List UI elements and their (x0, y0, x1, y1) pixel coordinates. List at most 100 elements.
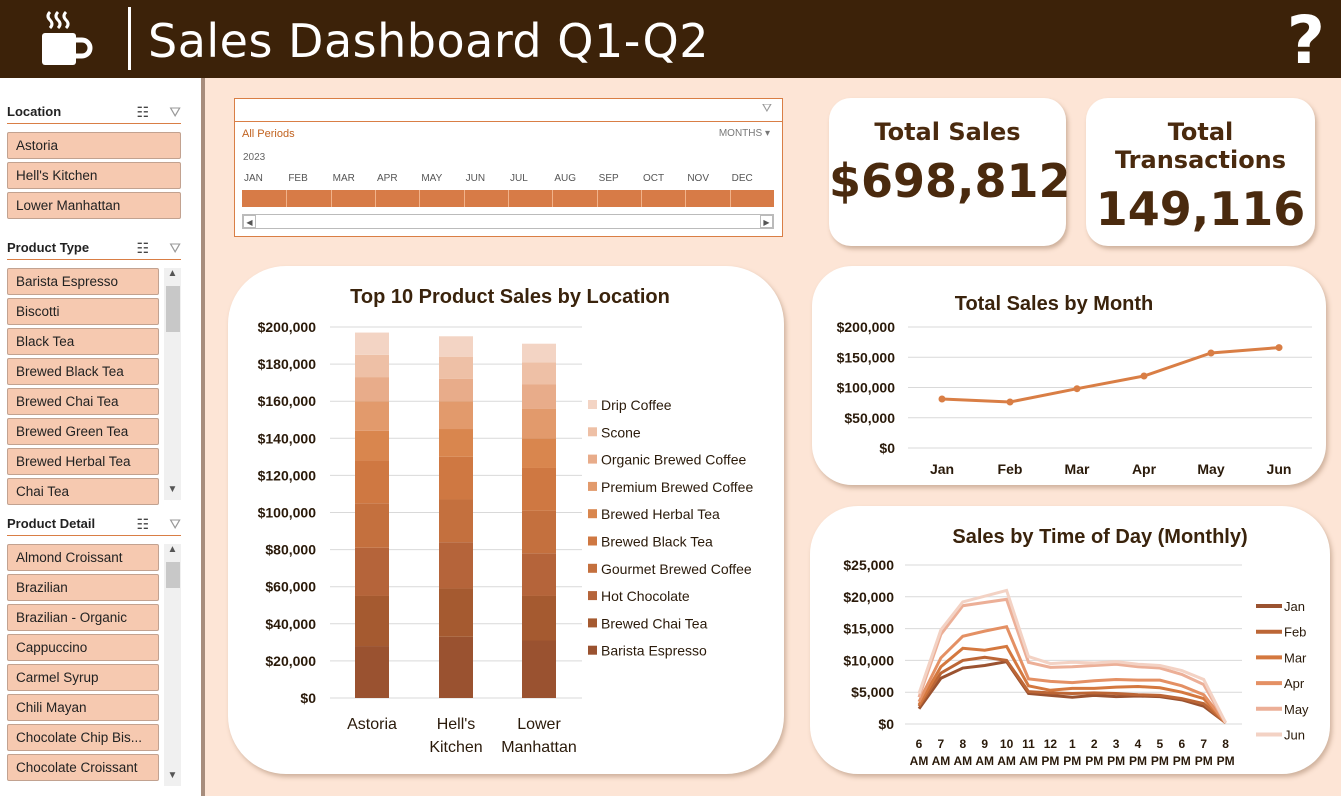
scroll-up-icon[interactable]: ▲ (167, 544, 178, 555)
bar-segment (522, 640, 556, 698)
product-detail-slicer-item[interactable]: Chocolate Chip Bis... (7, 724, 159, 751)
timeline-month-label: APR (377, 173, 398, 184)
scroll-left-icon[interactable]: ◀ (243, 215, 256, 228)
product-detail-slicer-item[interactable]: Chili Mayan (7, 694, 159, 721)
product-type-slicer-header: Product Type ☷ ⛛ (7, 240, 181, 260)
product-detail-slicer-item[interactable]: Brazilian (7, 574, 159, 601)
total-transactions-label: Total Transactions (1114, 118, 1287, 174)
location-slicer-title: Location (7, 104, 62, 119)
x-tick-label-hour: 3 (1113, 737, 1120, 751)
timeline-month-label: SEP (598, 173, 619, 184)
total-transactions-card: Total Transactions 149,116 (1086, 98, 1315, 246)
timeline-year-label: 2023 (243, 152, 266, 163)
bar-segment (439, 588, 473, 637)
y-tick-label: $20,000 (843, 589, 894, 605)
x-tick-label-hour: 7 (1200, 737, 1207, 751)
legend-label: Brewed Herbal Tea (601, 506, 720, 522)
x-tick-label-hour: 10 (1000, 737, 1014, 751)
multi-select-icon[interactable]: ☷ (136, 516, 149, 532)
product-detail-slicer-item[interactable]: Carmel Syrup (7, 664, 159, 691)
product-detail-slicer-item[interactable]: Chocolate Croissant (7, 754, 159, 781)
product-type-scrollbar[interactable]: ▲ ▼ (164, 268, 181, 500)
total-sales-value: $698,812 (829, 154, 1071, 208)
x-tick-label-ampm: PM (1195, 754, 1213, 768)
clear-filter-icon[interactable]: ⛛ (169, 104, 181, 120)
product-detail-slicer-header: Product Detail ☷ ⛛ (7, 516, 181, 536)
scroll-thumb[interactable] (166, 562, 180, 588)
y-tick-label: $150,000 (837, 349, 896, 365)
bar-segment (439, 356, 473, 379)
product-type-slicer-item[interactable]: Barista Espresso (7, 268, 159, 295)
product-detail-scrollbar[interactable]: ▲ ▼ (164, 544, 181, 786)
legend-swatch (588, 618, 597, 628)
product-type-slicer-item[interactable]: Brewed Chai Tea (7, 388, 159, 415)
legend-swatch (588, 427, 597, 437)
multi-select-icon[interactable]: ☷ (136, 240, 149, 256)
scroll-thumb[interactable] (166, 286, 180, 332)
x-tick-label-hour: 9 (981, 737, 988, 751)
timeline-level-dropdown[interactable]: MONTHS ▾ (719, 128, 770, 139)
x-tick-label-ampm: PM (1063, 754, 1081, 768)
product-type-slicer-item[interactable]: Brewed Herbal Tea (7, 448, 159, 475)
location-slicer-item[interactable]: Astoria (7, 132, 181, 159)
x-tick-label-ampm: PM (1217, 754, 1235, 768)
x-tick-label-hour: 1 (1069, 737, 1076, 751)
location-slicer-item[interactable]: Lower Manhattan (7, 192, 181, 219)
bar-segment (522, 438, 556, 468)
product-type-slicer-item[interactable]: Black Tea (7, 328, 159, 355)
scroll-right-icon[interactable]: ▶ (760, 215, 773, 228)
page-title: Sales Dashboard Q1-Q2 (148, 14, 709, 68)
timeline-month-tick (286, 190, 288, 207)
data-point (1073, 385, 1081, 393)
sales-by-time-chart: Sales by Time of Day (Monthly) $0 $5,000 $1… (843, 526, 1309, 768)
legend-label: Scone (601, 424, 641, 440)
x-tick-label-hour: 5 (1157, 737, 1164, 751)
timeline-scrollbar[interactable]: ◀ ▶ (242, 214, 774, 229)
location-slicer-header: Location ☷ ⛛ (7, 104, 181, 124)
y-tick-label: $5,000 (851, 684, 894, 700)
product-detail-slicer-item[interactable]: Brazilian - Organic (7, 604, 159, 631)
timeline-month-label: FEB (288, 173, 308, 184)
scroll-up-icon[interactable]: ▲ (167, 268, 178, 279)
scroll-down-icon[interactable]: ▼ (167, 770, 178, 781)
help-icon[interactable]: ? (1286, 2, 1325, 79)
clear-filter-icon[interactable]: ⛛ (169, 240, 181, 256)
total-sales-card: Total Sales $698,812 (829, 98, 1071, 246)
bar-segment (522, 408, 556, 439)
product-type-slicer-item[interactable]: Biscotti (7, 298, 159, 325)
y-tick-label: $20,000 (265, 653, 316, 669)
x-tick-label: Jan (930, 461, 954, 477)
legend-label: Organic Brewed Coffee (601, 452, 746, 468)
legend-label: Gourmet Brewed Coffee (601, 561, 752, 577)
x-tick-label: Astoria (347, 716, 397, 733)
clear-filter-icon[interactable]: ⛛ (169, 516, 181, 532)
sales-by-time-card: Sales by Time of Day (Monthly) $0 $5,000 $1… (810, 506, 1330, 774)
y-tick-label: $140,000 (258, 430, 317, 446)
product-type-slicer-item[interactable]: Brewed Black Tea (7, 358, 159, 385)
x-tick-label-hour: 6 (1178, 737, 1185, 751)
x-tick-label-hour: 7 (938, 737, 945, 751)
y-tick-label: $10,000 (843, 652, 894, 668)
product-type-slicer-item[interactable]: Chai Tea (7, 478, 159, 505)
bar-segment (355, 547, 389, 596)
product-type-slicer-item[interactable]: Brewed Green Tea (7, 418, 159, 445)
scroll-down-icon[interactable]: ▼ (167, 484, 178, 495)
data-point (1207, 349, 1215, 357)
date-timeline[interactable]: ⛛ All Periods MONTHS ▾ 2023 JAN FEB MAR APR… (234, 98, 783, 237)
bar-segment (355, 460, 389, 504)
series-line (917, 597, 1227, 724)
product-detail-slicer-item[interactable]: Cappuccino (7, 634, 159, 661)
x-tick-label: May (1197, 461, 1224, 477)
product-detail-slicer-item[interactable]: Almond Croissant (7, 544, 159, 571)
x-tick-label-ampm: AM (953, 754, 972, 768)
location-slicer-item[interactable]: Hell's Kitchen (7, 162, 181, 189)
bar-segment (439, 336, 473, 357)
bar-segment (439, 378, 473, 402)
bar-segment (439, 636, 473, 698)
x-tick-label: Lower Manhattan (501, 716, 577, 756)
y-tick-label: $50,000 (844, 410, 895, 426)
multi-select-icon[interactable]: ☷ (136, 104, 149, 120)
chart-title: Top 10 Product Sales by Location (350, 286, 670, 308)
legend-label: Feb (1284, 625, 1306, 640)
clear-filter-icon[interactable]: ⛛ (761, 101, 772, 115)
